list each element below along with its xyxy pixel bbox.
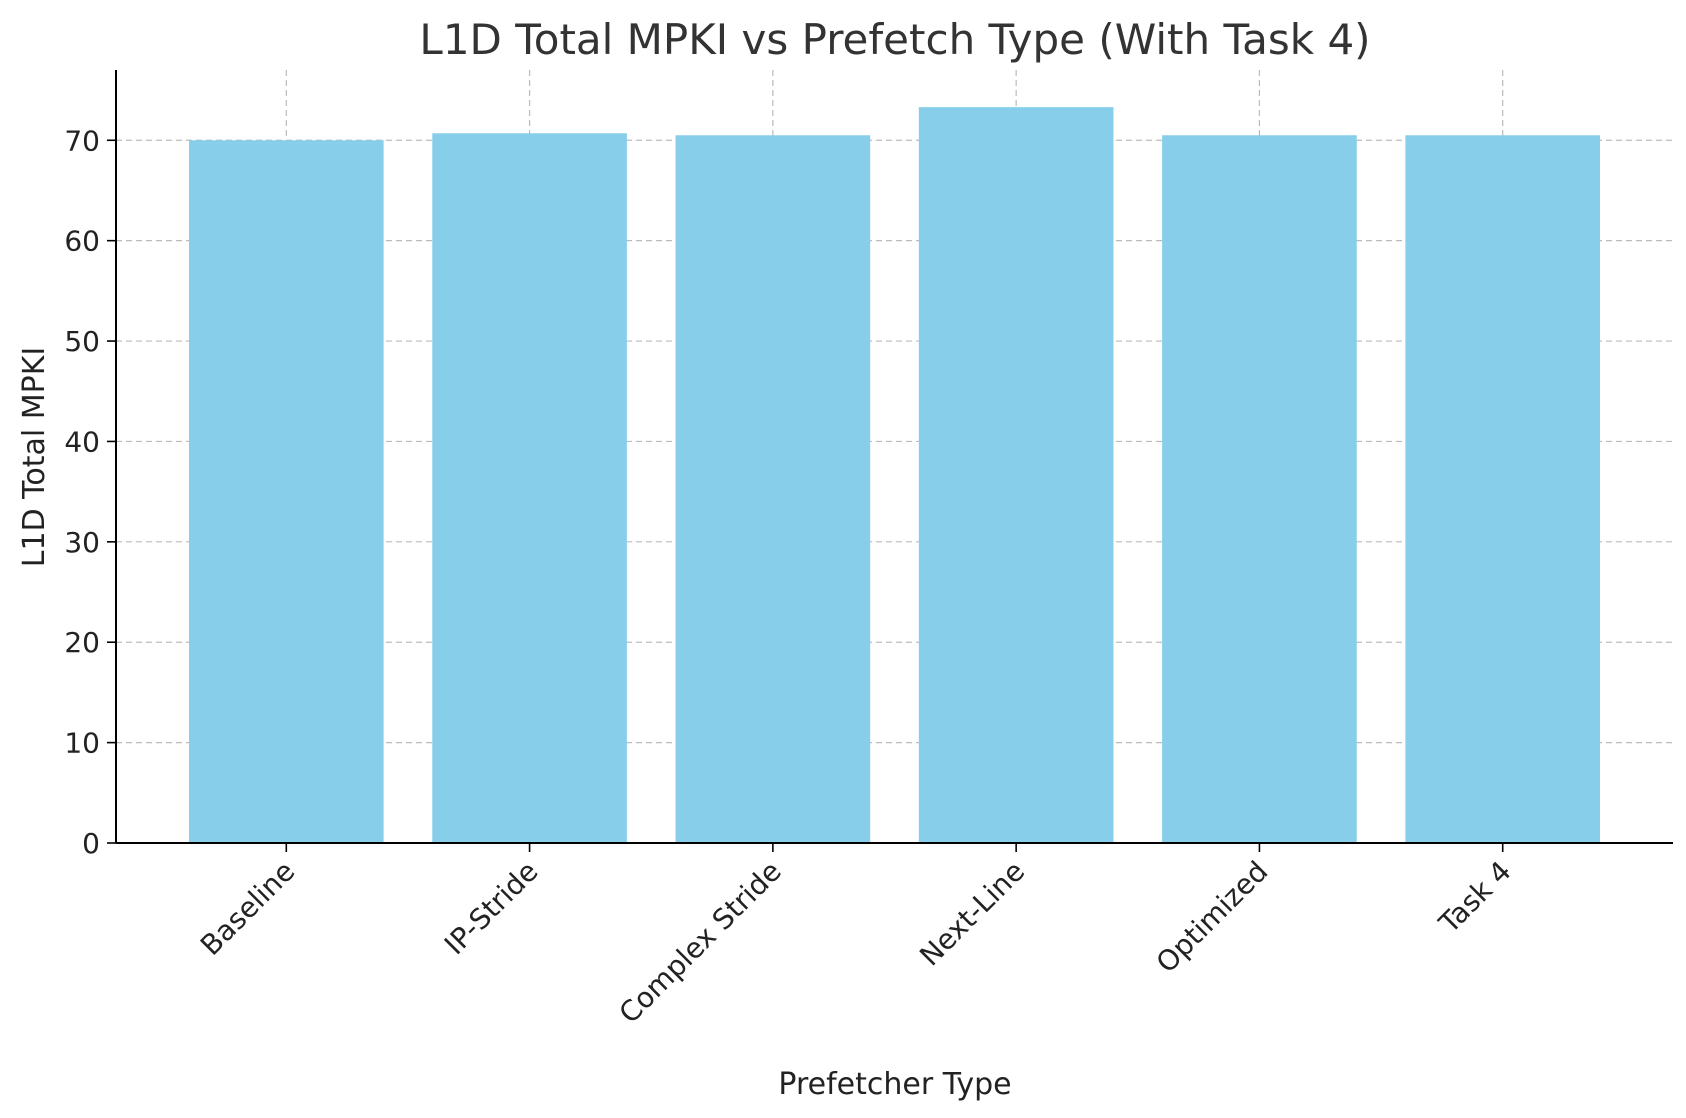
x-tick-label: Complex Stride bbox=[613, 855, 788, 1030]
x-axis-label: Prefetcher Type bbox=[778, 1067, 1011, 1102]
y-tick-label: 60 bbox=[64, 225, 100, 258]
y-tick-label: 50 bbox=[64, 325, 100, 358]
x-tick-label: Next-Line bbox=[913, 855, 1031, 973]
x-tick-label: Task 4 bbox=[1432, 855, 1518, 941]
x-tick-label: Baseline bbox=[194, 855, 301, 962]
bar bbox=[432, 133, 627, 843]
bars-layer bbox=[188, 107, 1601, 844]
y-ticks: 0 10 20 30 40 50 60 70 bbox=[64, 124, 116, 860]
y-tick-label: 20 bbox=[64, 626, 100, 659]
y-tick-label: 10 bbox=[64, 727, 100, 760]
bar bbox=[918, 107, 1114, 843]
bar bbox=[188, 140, 384, 844]
x-tick-label: IP-Stride bbox=[438, 855, 545, 962]
x-tick-label: Optimized bbox=[1150, 855, 1275, 980]
y-tick-label: 30 bbox=[64, 526, 100, 559]
x-ticks: Baseline IP-Stride Complex Stride Next-Line… bbox=[194, 843, 1518, 1030]
y-tick-label: 0 bbox=[82, 827, 100, 860]
y-axis-label: L1D Total MPKI bbox=[17, 347, 52, 568]
bar bbox=[1162, 135, 1357, 844]
bar bbox=[1405, 135, 1601, 844]
axes-layer bbox=[115, 70, 1673, 844]
y-tick-label: 70 bbox=[64, 124, 100, 157]
chart-title: L1D Total MPKI vs Prefetch Type (With Ta… bbox=[419, 15, 1370, 64]
bar bbox=[675, 135, 871, 844]
y-tick-label: 40 bbox=[64, 425, 100, 458]
